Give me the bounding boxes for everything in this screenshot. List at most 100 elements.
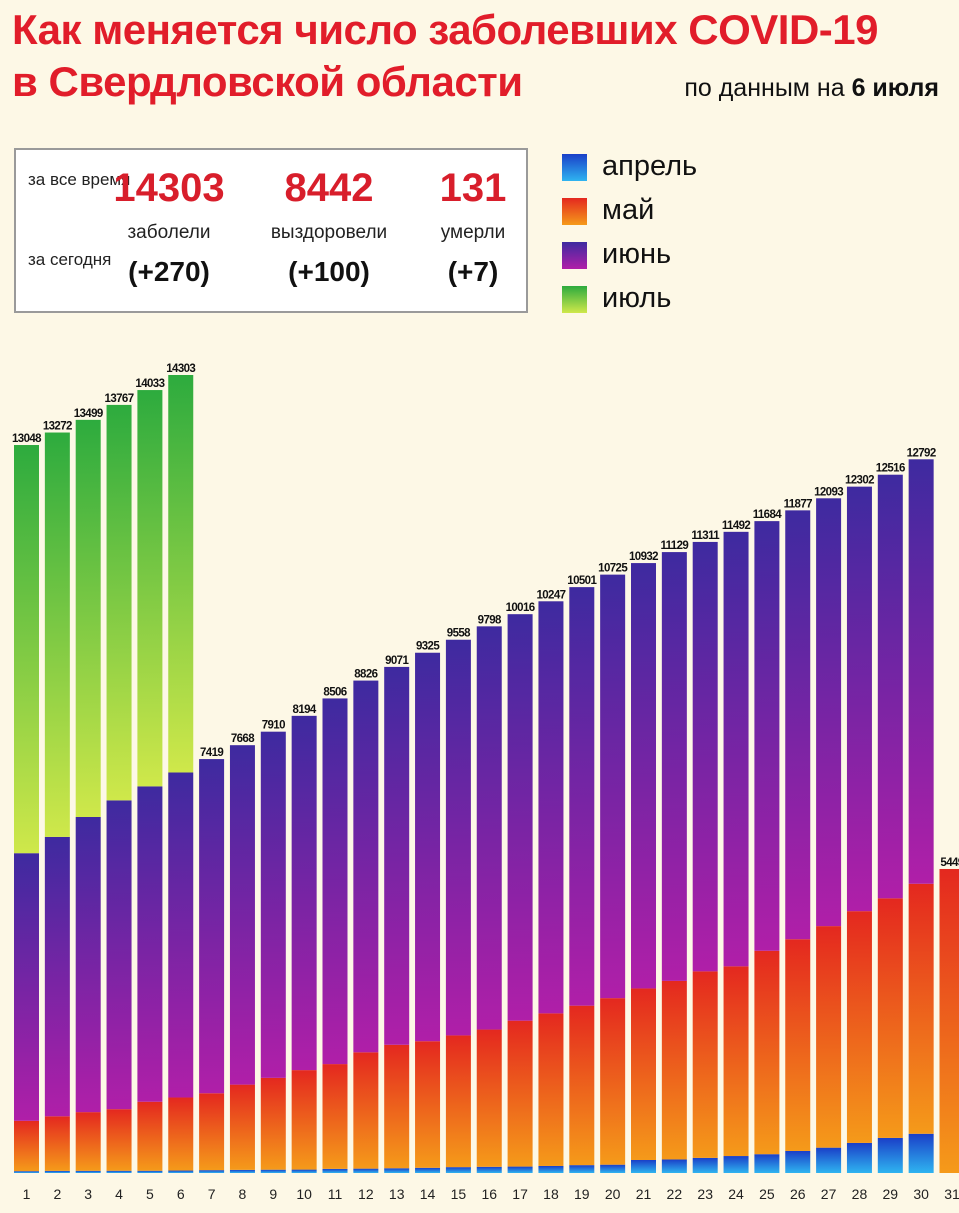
bar-segment [538,1013,564,1166]
bar-segment [106,1170,132,1173]
x-tick-label: 26 [790,1186,806,1202]
bar-segment [816,926,842,1148]
data-label: 11129 [660,540,688,552]
bar-segment [322,1168,348,1173]
bar-segment [908,459,934,884]
x-tick-label: 10 [296,1186,312,1202]
x-tick-label: 11 [328,1186,343,1202]
date-prefix: по данным на [684,74,852,102]
legend-label-may: май [602,194,655,226]
legend-label-july: июль [602,282,672,314]
x-tick-label: 1 [23,1186,31,1202]
data-label: 7910 [262,720,285,732]
x-tick-label: 20 [605,1186,621,1202]
legend-swatch-april [562,154,587,181]
data-label: 13048 [12,433,42,445]
x-tick-label: 14 [420,1186,436,1202]
bar-segment [291,715,317,1071]
data-label: 10725 [598,563,628,575]
bar-segment [877,1137,903,1173]
x-tick-label: 9 [269,1186,277,1202]
bar-segment [260,1169,286,1173]
bar-segment [661,552,687,981]
data-label: 9558 [447,628,471,640]
x-tick-label: 19 [574,1186,590,1202]
bar-segment [877,474,903,899]
bar-segment [260,1077,286,1170]
stat-deaths-caption: умерли [440,222,506,243]
bar-segment [106,1109,132,1171]
bar-segment [168,1170,194,1173]
x-tick-label: 2 [53,1186,61,1202]
bar-segment [692,971,718,1158]
bar-segment [415,652,441,1042]
data-label: 11492 [722,520,751,532]
bar-segment [476,1166,502,1173]
stat-recovered-value: 8442 [284,166,374,210]
bar-segment [476,626,502,1030]
data-label: 10932 [629,551,658,563]
bar-segment [908,1133,934,1173]
bar-segment [291,1169,317,1173]
bar-segment [692,541,718,972]
bar-segment [137,390,163,787]
stat-recovered-delta: (+100) [288,256,370,287]
data-label: 9798 [478,614,502,626]
bar-segment [569,1005,595,1166]
data-label: 10247 [536,589,565,601]
bar-segment [137,1170,163,1173]
all-time-label: за все время [28,170,131,189]
bar-segment [445,1035,471,1168]
bar-segment [137,1101,163,1171]
stat-cases-caption: заболели [127,222,211,243]
bar-segment [291,1070,317,1170]
bar-segment [14,1171,39,1173]
bar-segment [384,1168,410,1173]
bar-segment [322,698,348,1065]
x-tick-label: 3 [84,1186,92,1202]
bar-segment [445,1167,471,1173]
bar-segment [908,883,934,1134]
data-label: 8506 [323,686,346,698]
data-label: 14033 [135,378,164,390]
bar-segment [229,745,255,1085]
bar-segment [754,1154,780,1173]
x-tick-label: 24 [728,1186,744,1202]
bar-segment [631,563,656,989]
bar-segment [723,1156,749,1173]
legend-label-june: июнь [602,238,672,270]
bar-segment [507,1166,533,1173]
bar-segment [846,1142,872,1173]
x-tick-label: 4 [115,1186,123,1202]
bar-segment [507,614,533,1021]
bar-segment [199,1170,225,1173]
x-tick-label: 16 [481,1186,497,1202]
data-label: 7668 [231,733,255,745]
x-tick-label: 30 [913,1186,929,1202]
bar-segment [631,1160,656,1173]
data-label: 12792 [907,447,936,459]
stat-deaths-delta: (+7) [447,256,499,287]
bar-segment [661,980,687,1160]
bar-segment [785,510,811,940]
stat-cases-value: 14303 [113,166,225,210]
data-label: 14303 [166,363,195,375]
data-label: 8826 [354,669,377,681]
stat-recovered-caption: выздоровели [270,222,388,243]
data-label: 7419 [200,747,223,759]
data-label: 5449 [940,857,959,869]
bar-segment [569,587,595,1006]
bar-segment [785,1150,811,1173]
data-label: 10501 [567,575,597,587]
legend-swatch-july [562,286,587,313]
bar-segment [846,486,872,912]
x-tick-label: 29 [883,1186,899,1202]
bar-segment [44,836,70,1117]
bar-chart: 3393557321304813810166024132722391091638… [12,363,959,1202]
chart-title: Как меняется число заболевших COVID-19 в… [12,4,878,108]
x-tick-label: 12 [358,1186,374,1202]
x-tick-label: 8 [239,1186,247,1202]
bar-segment [75,816,101,1113]
x-tick-label: 17 [512,1186,528,1202]
bar-segment [507,1020,533,1167]
